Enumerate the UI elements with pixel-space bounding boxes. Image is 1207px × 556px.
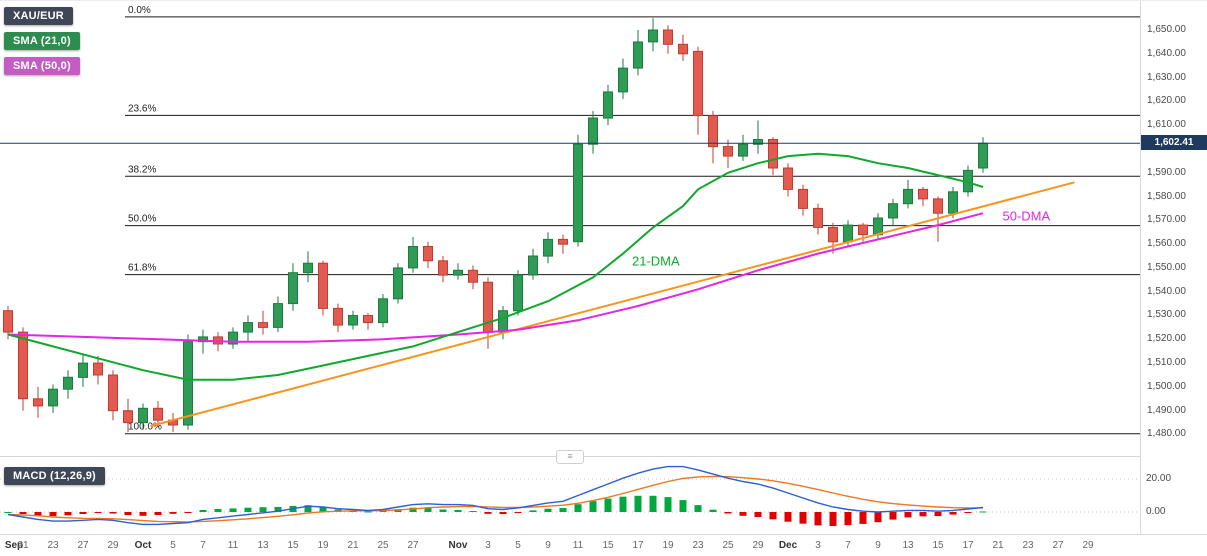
- sma50-line[interactable]: [7, 212, 984, 343]
- candles: [3, 18, 988, 433]
- instrument-badge[interactable]: XAU/EUR: [4, 7, 73, 25]
- x-axis-tick: 27: [1052, 540, 1064, 551]
- x-axis-tick: 29: [752, 540, 764, 551]
- price-axis-tick: 1,550.00: [1147, 261, 1186, 273]
- price-axis-tick: 1,520.00: [1147, 333, 1186, 345]
- x-axis-tick: 3: [815, 540, 821, 551]
- panel-divider: ≡: [0, 450, 1207, 464]
- x-axis-tick: 9: [545, 540, 551, 551]
- price-axis-tick: 1,650.00: [1147, 24, 1186, 36]
- price-axis-tick: 1,640.00: [1147, 47, 1186, 59]
- trendline[interactable]: [150, 181, 1075, 428]
- x-axis-tick: 23: [692, 540, 704, 551]
- fib-label: 50.0%: [128, 214, 156, 225]
- price-axis-tick: 1,480.00: [1147, 428, 1186, 440]
- x-axis-tick: 21: [17, 540, 29, 551]
- price-axis-tick: 1,610.00: [1147, 119, 1186, 131]
- x-axis-tick: 15: [932, 540, 944, 551]
- fib-retracement: 0.0% 23.6% 38.2% 50.0% 61.8% 100.0%: [125, 5, 1140, 435]
- macd-histogram: [4, 495, 987, 526]
- sma21-line[interactable]: [7, 152, 984, 381]
- price-axis-tick: 1,490.00: [1147, 404, 1186, 416]
- x-axis-tick: 11: [227, 540, 239, 551]
- x-axis-tick: 23: [47, 540, 59, 551]
- x-axis-tick: 17: [632, 540, 644, 551]
- panel-resize-handle[interactable]: ≡: [556, 450, 584, 464]
- x-axis-tick: 7: [845, 540, 851, 551]
- panel-divider-line: [0, 456, 1207, 457]
- x-axis-tick: 15: [602, 540, 614, 551]
- main-chart-canvas[interactable]: 0.0% 23.6% 38.2% 50.0% 61.8% 100.0% 21-DMA 50-D…: [0, 1, 1140, 453]
- macd-signal-line: [7, 475, 984, 523]
- price-axis-tick: 1,580.00: [1147, 190, 1186, 202]
- fib-label: 38.2%: [128, 164, 156, 175]
- macd-axis-tick: 0.00: [1146, 506, 1166, 517]
- x-axis-tick: 13: [902, 540, 914, 551]
- x-axis-tick: 15: [287, 540, 299, 551]
- x-axis-tick: 29: [1082, 540, 1094, 551]
- x-axis-tick: 29: [107, 540, 119, 551]
- x-axis-tick: Nov: [448, 540, 468, 551]
- fib-label: 61.8%: [128, 263, 156, 274]
- x-axis-tick: 5: [170, 540, 176, 551]
- x-axis-tick: 19: [662, 540, 674, 551]
- x-axis-tick: Dec: [778, 540, 798, 551]
- x-axis-tick: 3: [485, 540, 491, 551]
- last-price-badge: 1,602.41: [1141, 135, 1207, 151]
- price-axis-tick: 1,630.00: [1147, 71, 1186, 83]
- x-axis-tick: Oct: [134, 540, 152, 551]
- x-axis-tick: 17: [962, 540, 974, 551]
- price-axis-tick: 1,540.00: [1147, 285, 1186, 297]
- macd-axis-tick: 20.00: [1146, 473, 1172, 484]
- price-axis-tick: 1,560.00: [1147, 238, 1186, 250]
- x-axis-tick: 21: [992, 540, 1004, 551]
- price-axis-tick: 1,570.00: [1147, 214, 1186, 226]
- dma50-label: 50-DMA: [1003, 208, 1051, 223]
- macd-line: [7, 465, 984, 526]
- fib-label: 23.6%: [128, 103, 156, 114]
- fib-label: 0.0%: [128, 5, 151, 16]
- chart-legend: XAU/EUR SMA (21,0) SMA (50,0): [4, 7, 80, 75]
- x-axis-tick: 27: [77, 540, 89, 551]
- dma21-label: 21-DMA: [632, 254, 680, 269]
- macd-canvas[interactable]: [0, 459, 1140, 534]
- x-axis-tick: 11: [572, 540, 584, 551]
- sma21-badge[interactable]: SMA (21,0): [4, 32, 80, 50]
- x-axis-tick: 27: [407, 540, 419, 551]
- price-axis-tick: 1,590.00: [1147, 166, 1186, 178]
- price-axis-tick: 1,620.00: [1147, 95, 1186, 107]
- price-axis-tick: 1,530.00: [1147, 309, 1186, 321]
- price-axis-tick: 1,500.00: [1147, 380, 1186, 392]
- x-axis-tick: 19: [317, 540, 329, 551]
- x-axis-tick: 5: [515, 540, 521, 551]
- x-axis-tick: 21: [347, 540, 359, 551]
- x-axis-tick: 23: [1022, 540, 1034, 551]
- x-axis[interactable]: Sep 21 23 27 29 Oct 5 7 11 13 15 19 21 25 27 Nov 3 5 9 11 15…: [0, 534, 1207, 556]
- sma50-badge[interactable]: SMA (50,0): [4, 57, 80, 75]
- macd-badge[interactable]: MACD (12,26,9): [4, 467, 105, 485]
- x-axis-tick: 7: [200, 540, 206, 551]
- x-axis-tick: 13: [257, 540, 269, 551]
- x-axis-tick: 9: [875, 540, 881, 551]
- x-axis-tick: 25: [377, 540, 389, 551]
- x-axis-tick: Sep: [4, 540, 24, 551]
- price-axis[interactable]: 1,602.41 1,650.00 1,640.00 1,630.00 1,620.0…: [1140, 1, 1207, 556]
- price-axis-tick: 1,510.00: [1147, 357, 1186, 369]
- x-axis-tick: 25: [722, 540, 734, 551]
- fib-label: 100.0%: [128, 422, 162, 433]
